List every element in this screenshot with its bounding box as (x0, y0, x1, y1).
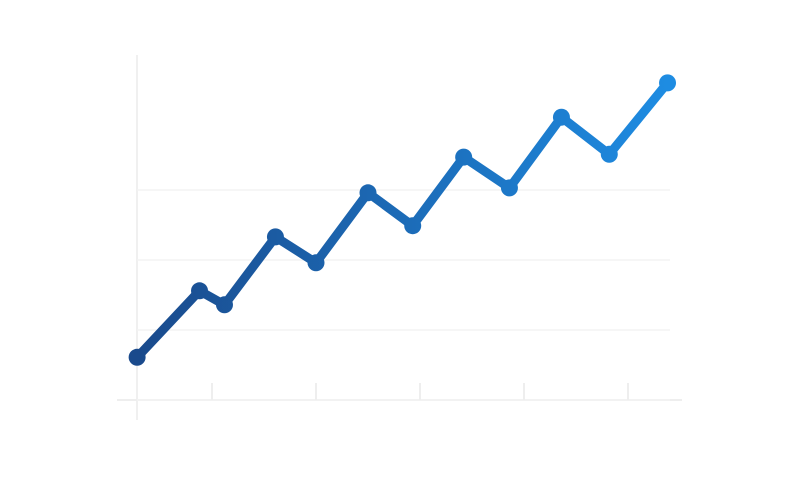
point (128, 348, 146, 366)
point (404, 217, 422, 235)
point (266, 228, 284, 246)
point (191, 282, 209, 300)
point (552, 108, 570, 126)
point (600, 145, 618, 163)
point (659, 74, 677, 92)
point (359, 184, 377, 202)
point (215, 296, 233, 314)
line (133, 80, 672, 361)
point (455, 148, 473, 166)
point (500, 179, 518, 197)
point (307, 254, 325, 272)
